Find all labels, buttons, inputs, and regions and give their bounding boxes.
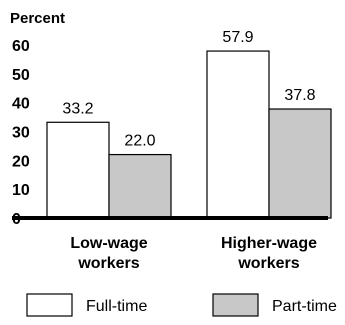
bars — [46, 50, 332, 219]
y-tick-label: 50 — [12, 67, 30, 84]
data-labels: 33.2 22.0 57.9 37.8 — [62, 29, 315, 150]
bar-full-time-2 — [206, 50, 270, 219]
bar-part-time-2 — [268, 108, 332, 219]
y-axis-ticks: 0102030405060 — [12, 38, 30, 228]
data-label: 22.0 — [124, 133, 155, 150]
data-label: 57.9 — [222, 29, 253, 46]
category-label: Higher-wage — [221, 235, 317, 252]
y-tick-label: 10 — [12, 182, 30, 199]
y-tick-label: 20 — [12, 153, 30, 170]
legend-label: Full-time — [86, 298, 147, 315]
legend-item: Part-time — [212, 293, 337, 317]
legend-swatch — [212, 293, 259, 317]
legend: Full-time Part-time — [26, 293, 337, 317]
legend-label: Part-time — [272, 298, 337, 315]
category-label: workers — [237, 255, 299, 272]
y-tick-label: 30 — [12, 125, 30, 142]
y-tick-label: 40 — [12, 96, 30, 113]
bar-part-time-1 — [108, 153, 172, 219]
category-label: workers — [77, 255, 139, 272]
legend-swatch — [26, 293, 73, 317]
data-label: 33.2 — [62, 100, 93, 117]
category-labels: Low-wage workers Higher-wage workers — [70, 235, 317, 272]
y-axis-label: Percent — [10, 10, 65, 27]
category-label: Low-wage — [70, 235, 147, 252]
data-label: 37.8 — [284, 87, 315, 104]
y-tick-label: 60 — [12, 38, 30, 55]
bar-full-time-1 — [46, 121, 110, 219]
legend-item: Full-time — [26, 293, 147, 317]
